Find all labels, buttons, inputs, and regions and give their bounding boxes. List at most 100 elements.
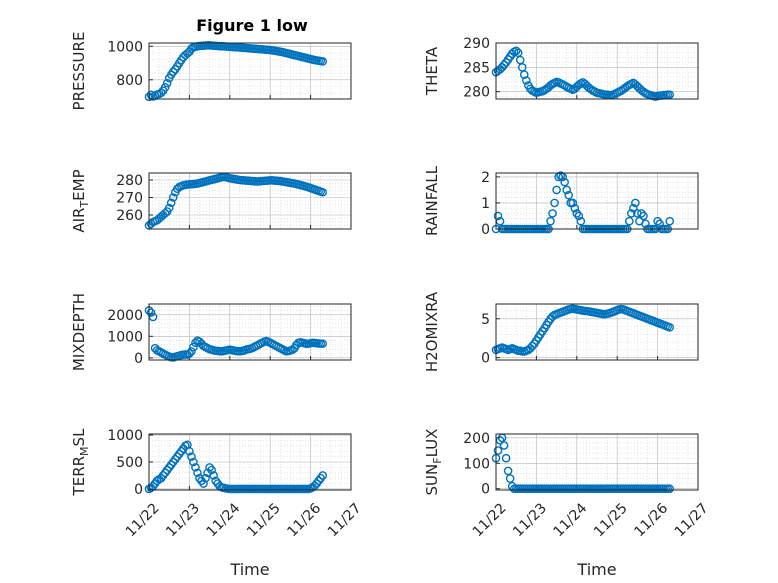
y-axis-label: H2OMIXRA [423, 291, 441, 372]
data-point [318, 57, 328, 66]
data-point [546, 216, 555, 226]
x-tick-label: 11/25 [244, 500, 284, 540]
y-tick-label: 800 [116, 73, 143, 89]
data-point [655, 219, 664, 229]
data-point [318, 339, 328, 348]
data-point [199, 479, 208, 488]
y-axis-label: MIXDEPTH [70, 293, 88, 371]
data-point [562, 185, 572, 195]
y-tick-label: 100 [463, 456, 490, 472]
axes-box [148, 303, 352, 361]
data-point [185, 349, 194, 358]
y-tick-label: 0 [481, 351, 490, 367]
data-point [318, 187, 328, 197]
x-tick-label: 11/26 [631, 500, 671, 540]
x-tick-label: 11/27 [325, 500, 365, 540]
y-tick-label: 0 [134, 351, 143, 367]
data-point [189, 457, 198, 467]
axes-box [495, 303, 699, 361]
series-markers [144, 306, 328, 362]
axes-box [495, 42, 699, 100]
series-markers [144, 440, 328, 494]
y-tick-label: 260 [116, 208, 143, 224]
data-point [665, 323, 675, 332]
data-point [522, 76, 531, 85]
data-point [493, 446, 503, 455]
x-tick-label: 11/26 [284, 500, 324, 540]
y-axis-label: RAINFALL [423, 165, 441, 236]
data-point [146, 90, 156, 100]
x-tick-label: 11/22 [470, 500, 510, 540]
figure-title: Figure 1 low [196, 16, 308, 35]
data-point [187, 347, 196, 356]
data-point [189, 342, 198, 352]
data-point [550, 198, 559, 208]
data-point [209, 471, 218, 480]
subplot-pressure: 800 1000 PRESSURE [70, 32, 352, 110]
data-point [631, 198, 640, 208]
series-markers [491, 46, 675, 101]
y-axis-label: AIRTEMP [70, 169, 91, 232]
y-tick-label: 200 [463, 431, 490, 447]
data-point [576, 216, 586, 226]
axes-box [148, 42, 352, 100]
y-axis-label: SUNFLUX [423, 429, 444, 496]
data-point [166, 198, 176, 208]
data-point [641, 219, 650, 229]
y-tick-label: 0 [481, 222, 490, 238]
y-tick-label: 1000 [107, 39, 143, 55]
data-point [564, 190, 574, 200]
x-tick-label: 11/25 [591, 500, 631, 540]
axes-box [495, 433, 699, 491]
y-tick-label: 5 [481, 312, 490, 328]
y-tick-label: 1000 [107, 428, 143, 444]
data-point [627, 209, 636, 218]
data-point [568, 198, 578, 208]
data-point [528, 341, 537, 351]
y-tick-label: 270 [116, 191, 143, 207]
data-point [639, 211, 648, 221]
y-axis-label: TERRMSL [70, 428, 91, 497]
data-point [193, 468, 202, 478]
x-tick-label: 11/27 [672, 500, 712, 540]
x-axis-label: Time [229, 560, 269, 579]
y-tick-label: 0 [134, 482, 143, 498]
axes-box [148, 433, 352, 491]
data-point [552, 185, 561, 195]
y-tick-label: 2000 [107, 308, 143, 324]
data-point [511, 46, 521, 56]
y-tick-label: 0 [481, 482, 490, 498]
data-point [187, 452, 196, 461]
axes-box [495, 172, 699, 230]
subplot-mixdepth: 0 1000 2000 MIXDEPTH [70, 293, 352, 371]
x-tick-label: 11/24 [551, 500, 591, 540]
y-tick-label: 290 [463, 36, 490, 52]
data-point [629, 203, 638, 213]
data-point [665, 216, 675, 226]
data-point [625, 216, 634, 226]
y-tick-label: 280 [116, 173, 143, 189]
axes-box [148, 172, 352, 230]
data-point [162, 78, 172, 88]
data-point [168, 67, 178, 77]
x-tick-label: 11/22 [123, 500, 163, 540]
x-axis-label: Time [576, 560, 616, 579]
data-point [160, 83, 170, 92]
data-point [505, 474, 515, 483]
series-markers [491, 304, 675, 356]
x-tick-label: 11/23 [163, 500, 203, 540]
data-point [201, 473, 210, 483]
subplot-sun-flux: 0 100 200 SUNFLUX 11/22 11/23 11/24 11/25 11/26 1… [423, 429, 712, 579]
y-axis-label: THETA [423, 46, 441, 96]
data-point [185, 446, 194, 456]
data-point [570, 203, 580, 213]
data-point [501, 453, 511, 463]
subplot-terr-msl: 0 500 1000 TERRMSL 11/22 11/23 11/24 11/25 11/26… [70, 428, 365, 579]
data-point [519, 70, 529, 79]
data-point [156, 88, 166, 98]
data-point [560, 177, 569, 187]
data-point [574, 211, 584, 221]
